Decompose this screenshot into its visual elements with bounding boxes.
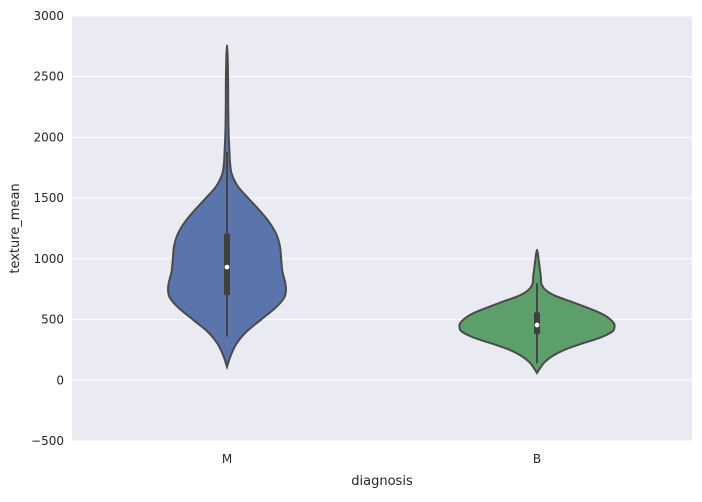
- y-tick-label: 500: [41, 313, 64, 327]
- y-axis-title: texture_mean: [8, 183, 23, 273]
- violin-median-B: [534, 322, 540, 328]
- violin-iqr-box-M: [224, 233, 230, 296]
- y-tick-label: 1000: [33, 252, 64, 266]
- x-axis-title: diagnosis: [351, 474, 413, 489]
- x-tick-label: M: [222, 452, 232, 466]
- y-tick-labels: −500 0 500 1000 1500 2000 2500 3000: [31, 9, 64, 448]
- y-tick-label: −500: [31, 434, 64, 448]
- violins: [167, 44, 616, 375]
- y-tick-label: 3000: [33, 9, 64, 23]
- y-tick-label: 0: [56, 373, 64, 387]
- x-tick-label: B: [533, 452, 541, 466]
- y-tick-label: 2500: [33, 70, 64, 84]
- plot-background: [72, 16, 692, 441]
- y-tick-label: 2000: [33, 130, 64, 144]
- violin-median-M: [224, 264, 230, 270]
- y-tick-label: 1500: [33, 191, 64, 205]
